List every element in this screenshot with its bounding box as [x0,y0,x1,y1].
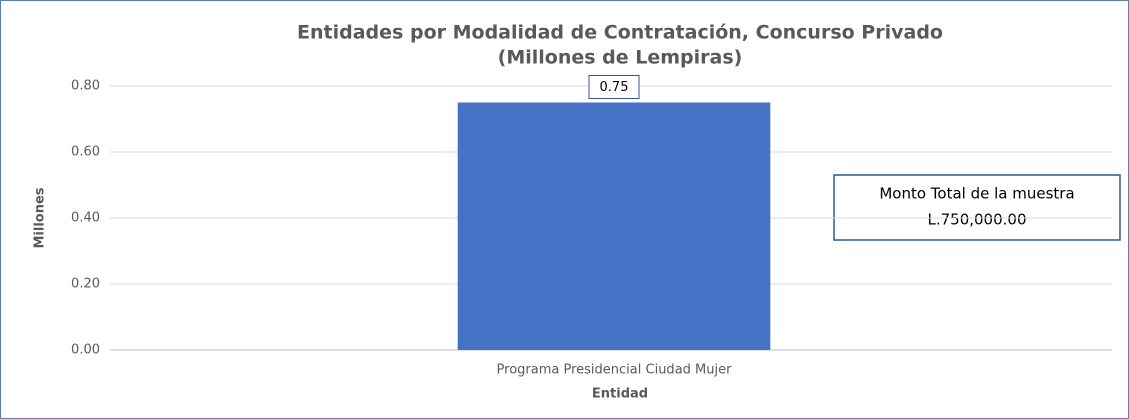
y-axis-title: Millones [33,187,48,248]
value-label-box [588,75,640,99]
annotation: L.750,000.00 [927,211,1026,229]
bar [457,102,771,350]
y-tick-label: 0.00 [71,343,100,358]
x-axis-title: Entidad [592,387,648,402]
chart-title: Entidades por Modalidad de Contratación,… [297,22,943,44]
annotation-box [833,174,1121,241]
annotation: Monto Total de la muestra [879,185,1074,203]
value-label: 0.75 [600,80,629,95]
chart-subtitle: (Millones de Lempiras) [498,47,743,69]
x-tick-label: Programa Presidencial Ciudad Mujer [497,363,733,378]
y-tick-label: 0.80 [71,79,100,94]
y-tick-label: 0.40 [71,211,100,226]
y-tick-label: 0.20 [71,277,100,292]
y-tick-label: 0.60 [71,145,100,160]
